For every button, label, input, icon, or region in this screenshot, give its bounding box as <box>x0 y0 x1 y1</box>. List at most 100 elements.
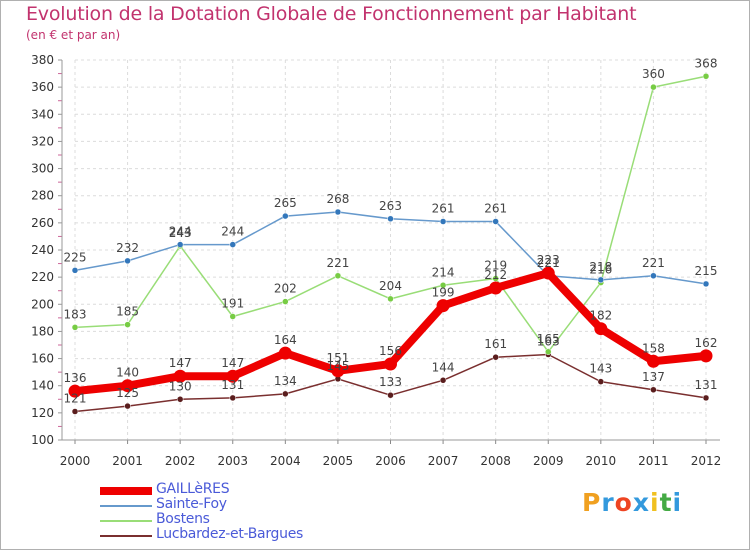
label-bostens-2007: 214 <box>432 265 455 279</box>
point-sainte-foy-2003 <box>229 241 236 248</box>
point-bostens-2000 <box>71 324 79 331</box>
point-sainte-foy-2001 <box>124 257 131 265</box>
label-gaill-res-2011: 158 <box>642 341 665 355</box>
label-sainte-foy-2004: 265 <box>274 196 297 210</box>
x-tick-2002: 2002 <box>165 454 196 468</box>
logo-letter: P <box>582 488 602 517</box>
legend-label-lucbardez: Lucbardez-et-Bargues <box>156 526 304 542</box>
point-bostens-2005 <box>334 272 342 280</box>
x-tick-2004: 2004 <box>270 454 301 468</box>
legend-label-gailleres: GAILLèRES <box>156 481 230 497</box>
label-lucbardez-et-bargues-2002: 130 <box>169 379 192 393</box>
point-bostens-2009 <box>545 348 552 356</box>
label-sainte-foy-2009: 221 <box>537 256 560 270</box>
point-sainte-foy-2008 <box>492 218 499 225</box>
label-gaill-res-2008: 212 <box>484 268 507 282</box>
point-sainte-foy-2002 <box>176 241 184 248</box>
point-lucbardez-et-bargues-2004 <box>282 390 289 398</box>
point-gaill-res-2011 <box>646 354 660 368</box>
legend-swatch-lucbardez <box>100 535 152 537</box>
label-bostens-2005: 221 <box>326 256 349 270</box>
label-sainte-foy-2001: 232 <box>116 241 139 255</box>
y-tick-120: 120 <box>31 406 54 420</box>
point-sainte-foy-2000 <box>71 267 79 274</box>
legend-swatch-bostens <box>100 520 152 522</box>
x-tick-2000: 2000 <box>60 454 91 468</box>
label-lucbardez-et-bargues-2006: 133 <box>379 375 402 389</box>
legend-swatch-sainte-foy <box>100 505 152 507</box>
logo-letter: o <box>614 488 633 517</box>
y-tick-160: 160 <box>31 352 54 366</box>
point-lucbardez-et-bargues-2003 <box>229 394 236 402</box>
point-sainte-foy-2007 <box>439 218 447 225</box>
point-bostens-2007 <box>439 282 447 289</box>
x-tick-2005: 2005 <box>323 454 354 468</box>
logo-letter: i <box>650 488 660 517</box>
x-tick-2009: 2009 <box>533 454 564 468</box>
label-bostens-2012: 368 <box>695 56 718 70</box>
x-tick-2007: 2007 <box>428 454 459 468</box>
y-tick-300: 300 <box>31 162 54 176</box>
legend-swatch-gailleres <box>100 487 152 495</box>
label-gaill-res-2002: 147 <box>169 356 192 370</box>
label-sainte-foy-2002: 244 <box>169 225 192 239</box>
logo-letter: x <box>632 488 650 517</box>
point-gaill-res-2012 <box>699 349 713 363</box>
point-lucbardez-et-bargues-2007 <box>439 377 447 384</box>
label-bostens-2000: 183 <box>64 307 87 321</box>
label-lucbardez-et-bargues-2000: 121 <box>64 392 87 406</box>
label-sainte-foy-2008: 261 <box>484 202 507 216</box>
label-bostens-2006: 204 <box>379 279 402 293</box>
label-lucbardez-et-bargues-2011: 137 <box>642 370 665 384</box>
point-lucbardez-et-bargues-2002 <box>176 396 184 403</box>
chart-title: Evolution de la Dotation Globale de Fonc… <box>26 3 637 25</box>
point-sainte-foy-2005 <box>334 208 342 216</box>
label-gaill-res-2004: 164 <box>274 333 297 347</box>
point-sainte-foy-2011 <box>650 272 657 280</box>
point-gaill-res-2009 <box>541 266 555 280</box>
label-bostens-2003: 191 <box>221 297 244 311</box>
series-layer <box>68 73 713 415</box>
y-tick-240: 240 <box>31 243 54 257</box>
label-lucbardez-et-bargues-2008: 161 <box>484 337 507 351</box>
y-tick-180: 180 <box>31 324 54 338</box>
point-sainte-foy-2006 <box>387 215 394 223</box>
label-gaill-res-2012: 162 <box>695 336 718 350</box>
label-sainte-foy-2003: 244 <box>221 225 244 239</box>
logo-letter: i <box>672 488 683 517</box>
x-tick-2003: 2003 <box>217 454 248 468</box>
point-lucbardez-et-bargues-2011 <box>650 386 657 394</box>
label-lucbardez-et-bargues-2004: 134 <box>274 374 297 388</box>
label-bostens-2001: 185 <box>116 305 139 319</box>
point-gaill-res-2002 <box>173 369 187 383</box>
x-tick-2008: 2008 <box>480 454 511 468</box>
label-sainte-foy-2006: 263 <box>379 199 402 213</box>
label-sainte-foy-2011: 221 <box>642 256 665 270</box>
point-bostens-2011 <box>650 83 657 91</box>
y-tick-140: 140 <box>31 379 54 393</box>
y-tick-340: 340 <box>31 107 54 121</box>
x-tick-2001: 2001 <box>112 454 143 468</box>
chart-subtitle: (en € et par an) <box>26 28 121 42</box>
point-gaill-res-2003 <box>226 369 240 383</box>
logo-letter: t <box>659 488 673 517</box>
point-lucbardez-et-bargues-2012 <box>702 394 710 402</box>
y-tick-100: 100 <box>31 433 54 447</box>
label-sainte-foy-2000: 225 <box>64 250 87 264</box>
point-bostens-2003 <box>229 313 236 320</box>
point-gaill-res-2007 <box>436 299 450 313</box>
point-lucbardez-et-bargues-2006 <box>387 391 394 399</box>
label-lucbardez-et-bargues-2007: 144 <box>432 360 455 374</box>
label-lucbardez-et-bargues-2001: 125 <box>116 386 139 400</box>
point-gaill-res-2004 <box>278 346 292 360</box>
point-lucbardez-et-bargues-2000 <box>71 408 79 415</box>
label-lucbardez-et-bargues-2009: 163 <box>537 335 560 349</box>
label-bostens-2004: 202 <box>274 282 297 296</box>
legend-label-bostens: Bostens <box>156 511 210 527</box>
x-tick-2011: 2011 <box>638 454 669 468</box>
x-tick-2012: 2012 <box>691 454 722 468</box>
point-gaill-res-2000 <box>68 384 82 398</box>
label-bostens-2008: 219 <box>484 259 507 273</box>
label-gaill-res-2000: 136 <box>64 371 87 385</box>
